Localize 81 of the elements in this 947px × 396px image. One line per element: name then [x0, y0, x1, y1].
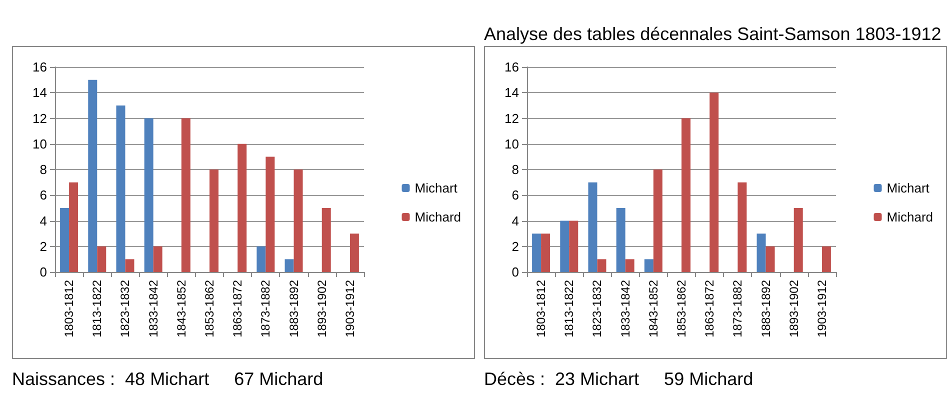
bar: [60, 208, 70, 272]
x-tick-label: 1863-1872: [702, 280, 717, 338]
x-tick-label: 1803-1812: [534, 280, 548, 338]
x-tick-label: 1803-1812: [62, 280, 76, 338]
bar: [682, 118, 690, 272]
x-tick-label: 1823-1832: [118, 280, 132, 338]
text: Décès : 23 Michart 59 Michard: [484, 369, 754, 390]
chart-title: Analyse des tables décennales Saint-Samson 1803-1912: [484, 24, 942, 44]
x-tick-label: 1853-1862: [202, 280, 216, 338]
legend-label: Michard: [414, 210, 462, 224]
legend-label: Michard: [886, 210, 934, 224]
bar: [532, 234, 542, 272]
y-tick-label: 8: [40, 162, 47, 177]
bar: [616, 208, 626, 272]
x-tick-label: 1893-1902: [314, 280, 329, 338]
bar: [644, 259, 654, 272]
y-tick-label: 14: [504, 85, 519, 100]
bar: [560, 220, 570, 272]
bar: [569, 220, 578, 272]
bar: [181, 118, 190, 272]
x-tick-label: 1873-1882: [258, 280, 273, 338]
y-tick-label: 6: [512, 188, 519, 203]
x-tick-label: 1833-1842: [618, 280, 632, 338]
x-tick-label: 1853-1862: [674, 280, 688, 338]
bar: [116, 105, 126, 272]
bar: [738, 182, 747, 272]
x-tick-label: 1883-1892: [286, 280, 301, 338]
y-tick-label: 10: [504, 136, 519, 152]
bar: [822, 246, 831, 272]
y-tick-label: 4: [40, 213, 47, 228]
bar: [541, 234, 550, 272]
x-tick-label: 1843-1852: [174, 280, 188, 338]
x-tick-label: 1833-1842: [146, 280, 160, 338]
x-tick-label: 1863-1872: [230, 280, 245, 338]
x-tick-label: 1903-1912: [342, 280, 357, 338]
bar: [88, 80, 98, 272]
y-tick-label: 12: [504, 110, 519, 126]
y-tick-label: 12: [32, 110, 47, 126]
bar: [210, 170, 218, 272]
x-tick-label: 1903-1912: [814, 280, 829, 338]
legend-label: Michart: [414, 180, 458, 196]
x-tick-label: 1883-1892: [758, 280, 773, 338]
bar: [294, 170, 303, 272]
y-tick-label: 14: [32, 85, 47, 100]
bar: [756, 234, 766, 272]
bar: [153, 246, 162, 272]
bar: [144, 118, 154, 272]
text: Naissances : 48 Michart 67 Michard: [12, 369, 324, 390]
bar: [794, 208, 803, 272]
y-tick-label: 10: [32, 136, 47, 152]
bar: [69, 182, 78, 272]
y-tick-label: 0: [40, 264, 47, 280]
bar: [766, 246, 775, 272]
x-tick-label: 1843-1852: [646, 280, 660, 338]
bar: [710, 92, 719, 272]
y-tick-label: 2: [512, 238, 519, 254]
y-tick-label: 6: [40, 188, 47, 203]
x-tick-label: 1873-1882: [730, 280, 745, 338]
bar: [266, 156, 275, 272]
x-tick-label: 1813-1822: [562, 280, 576, 338]
bar: [322, 208, 331, 272]
bar: [653, 170, 662, 272]
bar: [284, 259, 294, 272]
bar: [588, 182, 598, 272]
y-tick-label: 16: [504, 60, 519, 74]
y-tick-label: 8: [512, 162, 519, 177]
y-tick-label: 4: [512, 213, 519, 228]
bar: [125, 259, 134, 272]
y-tick-label: 2: [40, 238, 47, 254]
bar: [350, 234, 359, 272]
bar: [238, 144, 247, 272]
x-tick-label: 1823-1832: [590, 280, 604, 338]
bar: [597, 259, 606, 272]
bar: [625, 259, 634, 272]
bar: [97, 246, 106, 272]
legend-label: Michart: [886, 180, 930, 196]
bar: [256, 246, 266, 272]
y-tick-label: 0: [512, 264, 519, 280]
x-tick-label: 1893-1902: [786, 280, 801, 338]
y-tick-label: 16: [32, 60, 47, 74]
x-tick-label: 1813-1822: [90, 280, 104, 338]
